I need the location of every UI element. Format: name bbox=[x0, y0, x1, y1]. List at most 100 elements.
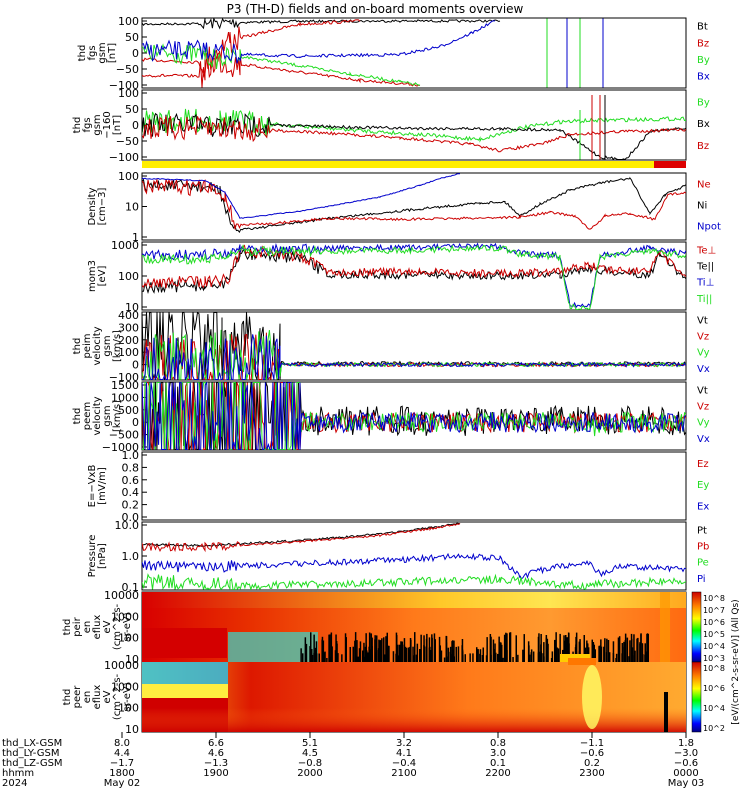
spectrogram-1-noise bbox=[428, 637, 431, 662]
spectrogram-1-noise bbox=[352, 646, 354, 662]
panel-10-ylabel-line: en bbox=[82, 691, 93, 704]
spectrogram-1-noise bbox=[540, 644, 542, 662]
xaxis-ly-value: 4.1 bbox=[396, 748, 412, 759]
spectrogram-1-noise bbox=[374, 652, 376, 662]
panel-5-ylabel-line: thd bbox=[72, 338, 83, 355]
spectrogram-1-noise bbox=[608, 652, 611, 662]
colorbar-1 bbox=[691, 591, 702, 663]
xaxis-row-label: thd_LZ-GSM bbox=[2, 758, 63, 769]
spectrogram-1-noise bbox=[357, 656, 359, 662]
spectrogram-1-noise bbox=[438, 636, 441, 662]
panel-7-ytick-label: 1.0 bbox=[122, 449, 140, 462]
spectrogram-1-noise bbox=[554, 639, 556, 662]
spectrogram-1-noise bbox=[355, 656, 357, 662]
spectrogram-1-noise bbox=[388, 645, 390, 662]
spectrogram-1-noise bbox=[399, 644, 401, 662]
spectrogram-1-noise bbox=[543, 656, 545, 662]
spectrogram-1-noise bbox=[495, 652, 497, 662]
xaxis-lx-value: 1.8 bbox=[678, 738, 694, 749]
colorbar-1-tick: 10^4 bbox=[703, 642, 725, 651]
spectrogram-1-noise bbox=[324, 651, 326, 662]
spectrogram-1-noise bbox=[556, 647, 558, 662]
spectrogram-1-noise bbox=[528, 645, 530, 662]
spectrogram-1-noise bbox=[300, 648, 302, 662]
spectrogram-1-noise bbox=[445, 635, 447, 662]
panel-3-ytick-label: 1 bbox=[132, 231, 139, 244]
series-vy-peem bbox=[142, 382, 686, 450]
spectrogram-1-noise bbox=[397, 644, 399, 662]
spectrogram-1-noise bbox=[542, 653, 544, 662]
spectrogram-1-noise bbox=[646, 651, 648, 662]
spectrogram-1-noise bbox=[401, 641, 403, 662]
spectrogram-1-noise bbox=[538, 653, 540, 662]
legend-8-pb: Pb bbox=[697, 542, 709, 553]
spectrogram-1-noise bbox=[607, 640, 610, 662]
spectrogram-1-noise bbox=[345, 637, 347, 662]
xaxis-hhmm-value: 1900 bbox=[203, 768, 228, 779]
spectrogram-1-noise bbox=[486, 637, 488, 662]
panel-3-ylabel-line: Density bbox=[87, 187, 98, 225]
series-bz-fgs-low bbox=[142, 51, 421, 88]
spectrogram-1-noise bbox=[565, 639, 567, 662]
spectrogram-1-noise bbox=[385, 636, 387, 662]
panel-6-ytick-label: −1000 bbox=[102, 441, 139, 454]
spectrogram-1-noise bbox=[647, 651, 649, 662]
panel-1-ylabel-line: gsm bbox=[97, 42, 108, 63]
spectrogram-1-noise bbox=[472, 653, 474, 662]
spectrogram-1-noise bbox=[506, 633, 508, 662]
spectrogram-1-noise bbox=[502, 657, 504, 662]
spectrogram-1-noise bbox=[415, 654, 418, 662]
xaxis-lz-value: −1.7 bbox=[110, 758, 134, 769]
spectrogram-1-noise bbox=[624, 633, 627, 662]
panel-1-ylabel-line: fgs bbox=[87, 45, 98, 60]
xaxis-lz-value: −0.8 bbox=[298, 758, 322, 769]
colorbar-2-tick: 10^6 bbox=[703, 684, 725, 693]
panel-2-ylabel-line: [nT] bbox=[112, 115, 123, 135]
legend-6-vy: Vy bbox=[697, 418, 710, 429]
series-vx-peem bbox=[142, 382, 686, 450]
spectrogram-1-noise bbox=[566, 637, 568, 662]
panel-7-ytick-label: 0.8 bbox=[122, 461, 140, 474]
panel-4-ytick-label: 10 bbox=[125, 301, 139, 314]
colorbar-2 bbox=[691, 661, 702, 733]
spectrogram-1-noise bbox=[615, 653, 618, 662]
series-pb bbox=[142, 522, 461, 553]
spectrogram-1-noise bbox=[383, 637, 385, 662]
spectrogram-1-noise bbox=[414, 632, 416, 662]
spectrogram-1-noise bbox=[405, 647, 408, 662]
spectrogram-1-noise bbox=[314, 649, 317, 662]
spectrogram-2-top-marker bbox=[568, 658, 596, 665]
spectrogram-1-noise bbox=[322, 651, 325, 662]
spectrogram-1-noise bbox=[559, 633, 561, 662]
series-by-fgs160 bbox=[142, 108, 686, 143]
series-bz-fgs160 bbox=[142, 116, 686, 153]
colorbar-1-tick: 10^3 bbox=[703, 654, 725, 663]
spectrogram-1-noise bbox=[359, 641, 362, 662]
xaxis-row-label: thd_LX-GSM bbox=[2, 738, 62, 749]
spectrogram-1-noise bbox=[419, 649, 421, 662]
spectrogram-1-noise bbox=[366, 654, 368, 662]
spectrogram-1-noise bbox=[315, 641, 318, 662]
panel-5-ylabel-line: [km/s] bbox=[112, 330, 123, 362]
xaxis-hhmm-value: 2100 bbox=[391, 768, 416, 779]
legend-6-vt: Vt bbox=[697, 385, 708, 396]
spectrogram-1-noise bbox=[631, 654, 633, 662]
spectrogram-1-noise bbox=[329, 634, 331, 662]
spectrogram-1-noise bbox=[377, 650, 380, 662]
spectrogram-1-noise bbox=[462, 651, 464, 662]
panel-7-ytick-label: 0.2 bbox=[122, 499, 140, 512]
spectrogram-1-noise bbox=[420, 634, 422, 662]
spectrogram-1-noise bbox=[636, 638, 638, 662]
xaxis-lz-value: 0.1 bbox=[490, 758, 506, 769]
panel-7-ytick-label: 0.0 bbox=[122, 511, 140, 524]
spectrogram-1-noise bbox=[504, 645, 507, 662]
panel-6-ylabel-line: thd bbox=[72, 408, 83, 425]
spectrogram-1-noise bbox=[593, 644, 595, 662]
xaxis-ly-value: −3.0 bbox=[674, 748, 698, 759]
spectrogram-1-noise bbox=[412, 655, 415, 662]
panel-6-ytick-label: 500 bbox=[118, 404, 139, 417]
spectrogram-1-noise bbox=[606, 638, 608, 662]
spectrogram-1-noise bbox=[318, 653, 320, 662]
xaxis-hhmm-value: 2200 bbox=[485, 768, 510, 779]
spectrogram-1-noise bbox=[485, 655, 488, 662]
